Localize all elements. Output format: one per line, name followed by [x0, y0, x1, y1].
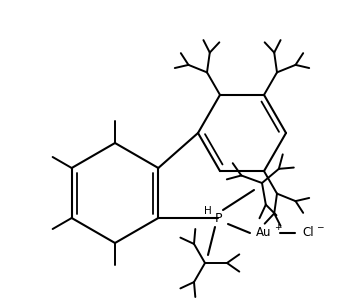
Text: +: + — [274, 223, 282, 231]
Text: P: P — [214, 211, 222, 224]
Text: Au: Au — [256, 227, 272, 239]
Text: −: − — [316, 223, 324, 231]
Text: H: H — [204, 206, 212, 216]
Text: Cl: Cl — [302, 227, 314, 239]
